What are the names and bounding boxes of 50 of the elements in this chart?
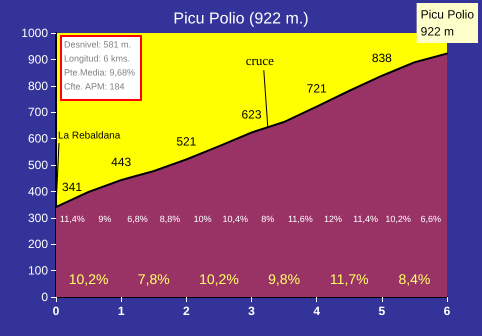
annotation: 6,6% (420, 214, 441, 224)
annotation: 10,2% (199, 271, 239, 287)
annotation: 12% (324, 214, 342, 224)
y-tick-label: 700 (28, 105, 48, 120)
annotation: 8,4% (398, 271, 430, 287)
x-tick-label: 1 (118, 304, 125, 318)
data-label: 521 (176, 134, 197, 148)
annotation: Desnivel: 581 m. (64, 40, 132, 50)
annotation: Pte.Media: 9,68% (64, 68, 136, 78)
annotation: 6,8% (127, 214, 148, 224)
y-tick-label: 300 (28, 210, 48, 225)
y-tick-label: 600 (28, 132, 48, 146)
annotation: 10% (194, 214, 212, 224)
x-tick-label: 6 (444, 304, 451, 318)
annotation: 10,2% (68, 271, 108, 287)
y-tick-label: 900 (28, 52, 48, 66)
y-tick-label: 100 (28, 264, 48, 278)
x-tick-label: 4 (313, 304, 320, 318)
annotation: 10,2% (385, 214, 411, 224)
x-tick-label: 0 (52, 304, 60, 318)
annotation: 11,4% (353, 214, 378, 224)
annotation: 8% (261, 214, 274, 224)
annotation: 9,8% (268, 271, 300, 287)
annotation: cruce (246, 53, 274, 68)
annotation: La Rebaldana (58, 130, 121, 142)
annotation: 9% (98, 214, 112, 224)
data-label: 341 (62, 180, 82, 194)
annotation: Longitud: 6 kms. (64, 54, 130, 64)
data-label: 623 (241, 108, 262, 122)
y-tick-label: 400 (28, 184, 48, 198)
annotation: 11,7% (330, 271, 369, 287)
x-tick-label: 2 (182, 304, 190, 318)
y-tick-label: 1000 (21, 26, 48, 40)
annotation: 11,4% (60, 214, 85, 224)
x-tick-label: 5 (378, 304, 386, 318)
annotation: 11,6% (288, 214, 313, 224)
annotation: Picu Polio 922 m (420, 8, 474, 38)
annotation: 10,4% (222, 214, 248, 224)
data-label: 443 (111, 155, 132, 170)
annotation: 8,8% (160, 214, 180, 224)
y-tick-label: 200 (28, 237, 48, 252)
annotation: Cfte. APM: 184 (64, 82, 125, 92)
y-tick-label: 800 (28, 78, 48, 93)
x-tick-label: 3 (248, 304, 256, 318)
data-label: 721 (306, 82, 327, 96)
data-label: 838 (372, 50, 392, 65)
chart-title: Picu Polio (922 m.) (173, 10, 309, 28)
annotation: 7,8% (138, 271, 170, 287)
y-tick-label: 0 (41, 290, 48, 304)
y-tick-label: 500 (28, 158, 48, 172)
